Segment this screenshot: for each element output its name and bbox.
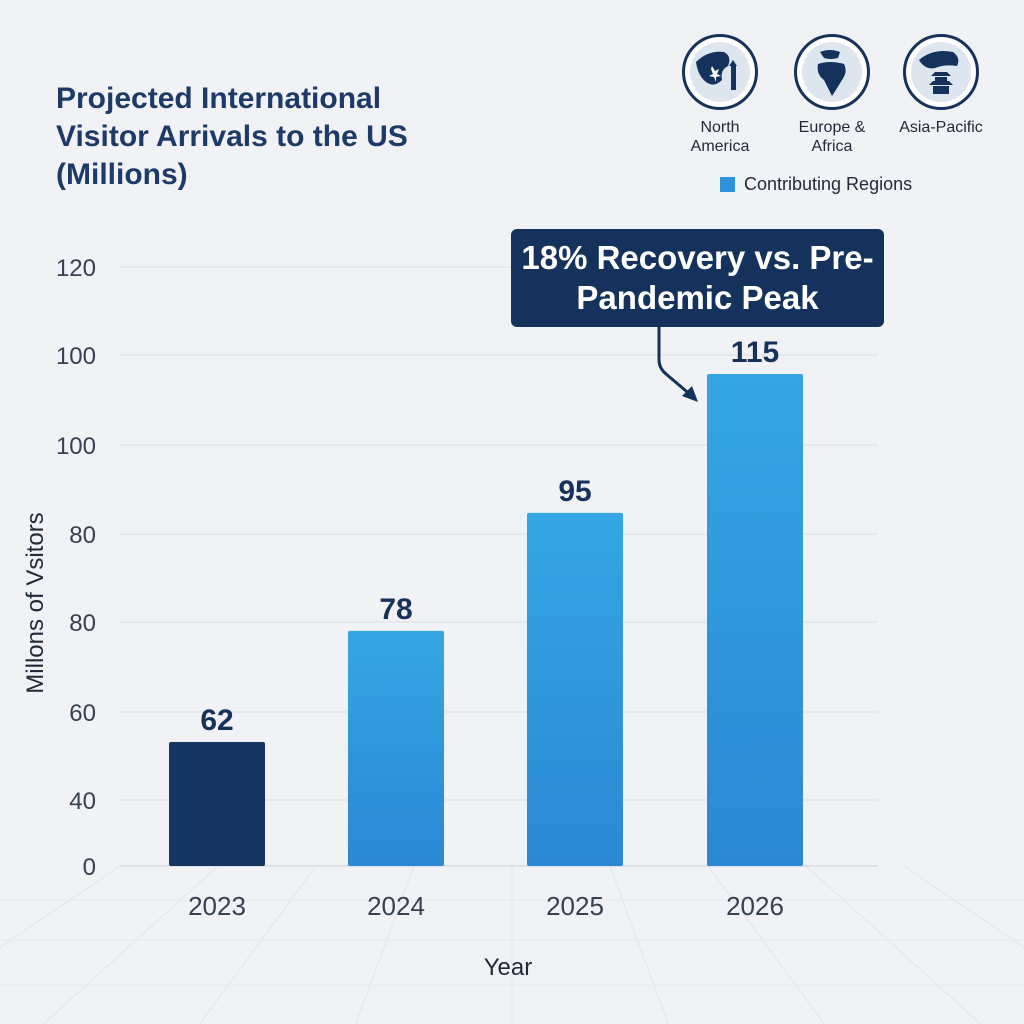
x-tick-label: 2023 <box>188 891 246 921</box>
arrowhead-icon <box>682 386 698 402</box>
x-tick-label: 2024 <box>367 891 425 921</box>
bar-2024 <box>348 630 444 866</box>
data-label-2026: 115 <box>731 336 779 369</box>
bar-2023 <box>169 742 265 866</box>
annotation-callout: 18% Recovery vs. Pre-Pandemic Peak <box>511 229 884 327</box>
region-europe-africa: Europe & Africa <box>772 34 892 156</box>
europe-africa-globe-icon <box>794 34 870 110</box>
asia-pacific-globe-icon <box>903 34 979 110</box>
chart-title: Projected International Visitor Arrivals… <box>56 82 408 191</box>
callout-pointer <box>657 327 693 398</box>
x-tick-label: 2025 <box>546 891 604 921</box>
legend: Contributing Regions <box>720 174 912 195</box>
region-asia-pacific: Asia-Pacific <box>881 34 1001 137</box>
y-tick-label: 40 <box>69 788 96 815</box>
y-tick-label: 0 <box>83 854 96 881</box>
y-tick-label: 80 <box>69 610 96 637</box>
y-tick-label: 100 <box>56 343 96 370</box>
data-label-2024: 78 <box>379 593 412 626</box>
legend-swatch <box>720 177 735 192</box>
north-america-globe-icon <box>682 34 758 110</box>
region-label: Europe & Africa <box>798 119 866 155</box>
y-axis-label: Millons of Vsitors <box>22 512 49 694</box>
region-north-america: North America <box>660 34 780 156</box>
x-tick-label: 2026 <box>726 891 784 921</box>
data-label-2025: 95 <box>558 475 591 508</box>
y-tick-label: 120 <box>56 255 96 282</box>
x-axis-label: Year <box>483 954 533 981</box>
region-label: North America <box>690 119 750 155</box>
region-label: Asia-Pacific <box>899 119 983 136</box>
y-tick-label: 100 <box>56 433 96 460</box>
data-label-2023: 62 <box>200 704 233 737</box>
y-tick-label: 80 <box>69 522 96 549</box>
bar-2026 <box>707 374 803 866</box>
y-tick-label: 60 <box>69 700 96 727</box>
bar-2025 <box>527 512 623 866</box>
legend-label: Contributing Regions <box>744 174 913 194</box>
